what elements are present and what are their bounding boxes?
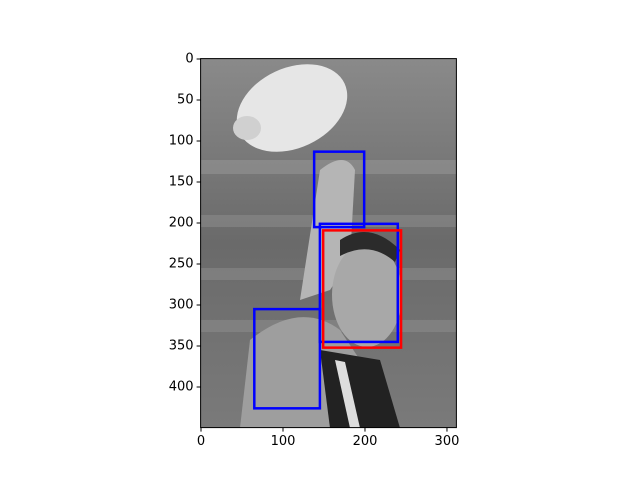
y-tick-label: 250 xyxy=(169,257,194,272)
y-tick-label: 0 xyxy=(185,52,193,67)
y-tick-label: 400 xyxy=(169,380,194,395)
bounding-box xyxy=(318,222,400,344)
y-tick-label: 200 xyxy=(169,216,194,231)
y-tick-label: 350 xyxy=(169,339,194,354)
bounding-box xyxy=(253,307,322,410)
x-tick-label: 100 xyxy=(271,434,296,449)
x-tick-label: 0 xyxy=(197,434,205,449)
y-tick-label: 150 xyxy=(169,175,194,190)
photo xyxy=(200,58,457,428)
y-tick-label: 50 xyxy=(177,93,194,108)
y-tick-label: 300 xyxy=(169,298,194,313)
x-tick-label: 200 xyxy=(353,434,378,449)
axes-frame xyxy=(200,58,457,429)
bounding-box xyxy=(312,150,366,229)
x-tick-label: 300 xyxy=(435,434,460,449)
y-tick-label: 100 xyxy=(169,134,194,149)
bounding-box xyxy=(321,229,403,349)
